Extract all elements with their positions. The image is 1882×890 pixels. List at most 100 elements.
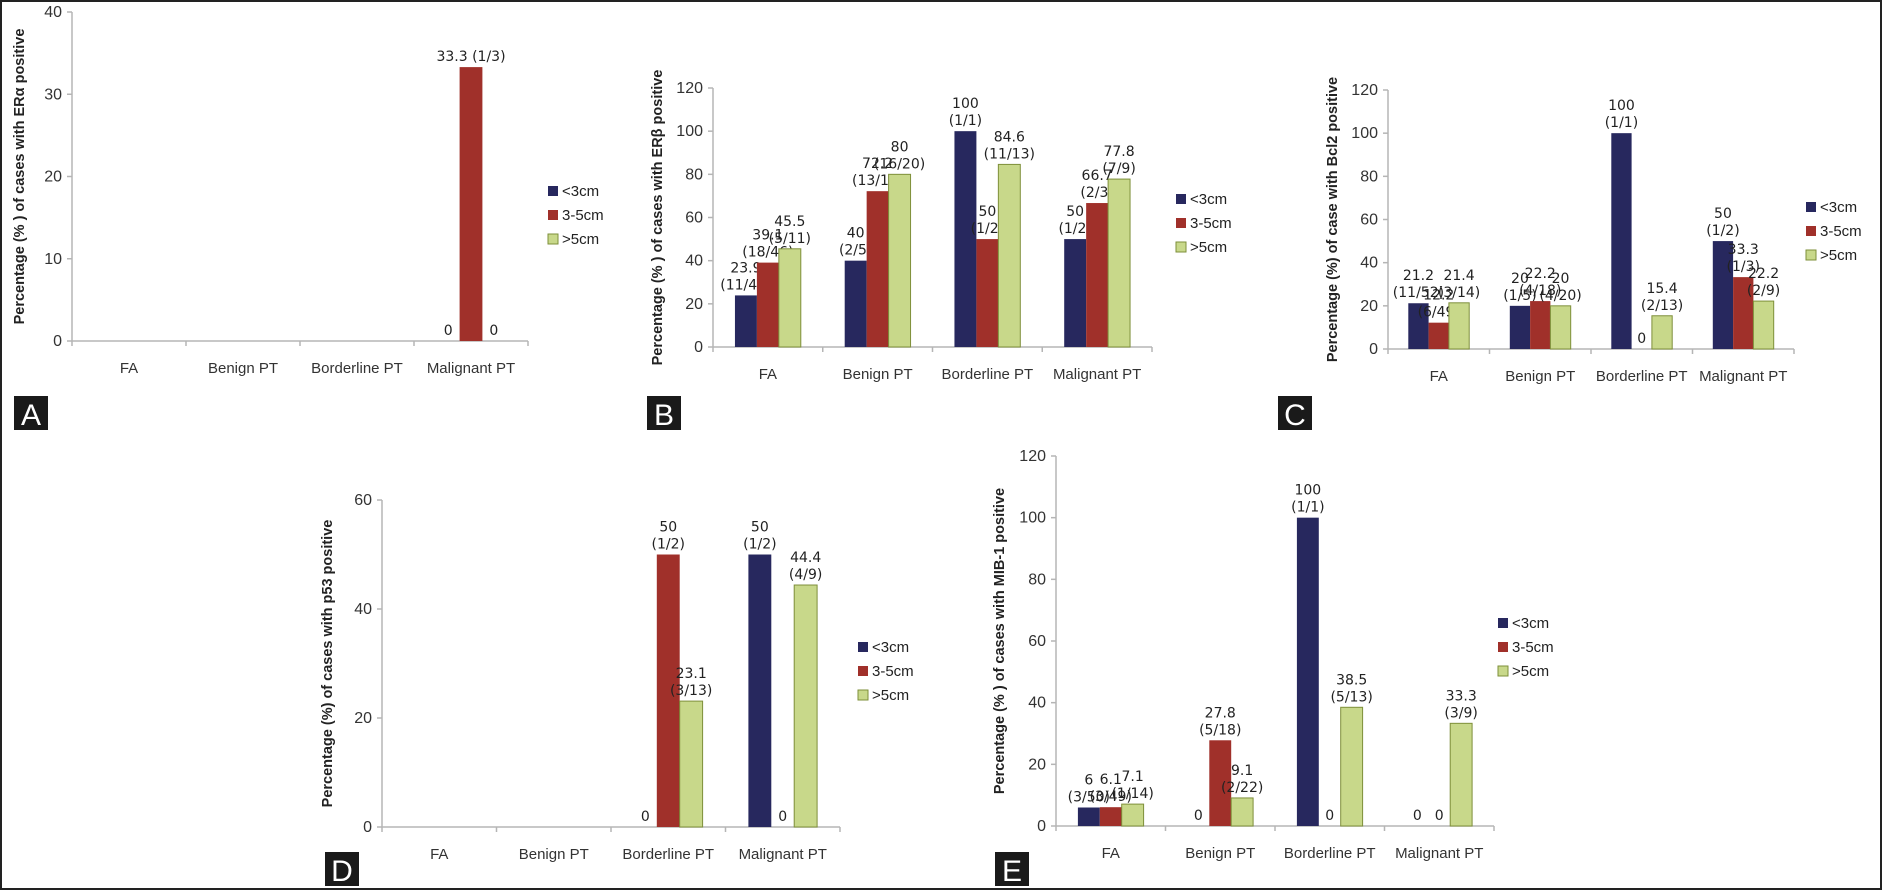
legend-label: >5cm <box>562 231 599 248</box>
legend-label: >5cm <box>1190 239 1227 256</box>
data-label: (2/3) <box>1080 185 1113 201</box>
y-tick-label: 40 <box>1360 255 1378 272</box>
data-label: 9.1 <box>1231 763 1253 779</box>
data-label: (1/2) <box>1706 223 1739 239</box>
y-tick-label: 60 <box>1360 212 1378 229</box>
legend-swatch <box>858 666 868 676</box>
data-label: (16/20) <box>874 156 925 172</box>
panel-tag <box>1278 396 1312 430</box>
data-label: (3/50) <box>1068 790 1110 806</box>
x-tick-label: FA <box>1430 368 1448 385</box>
data-label: (4/9) <box>789 567 822 583</box>
chart-panel-c: 0 20 40 60 80 100 120 Percentage (%) of case wi… <box>1278 77 1862 432</box>
bar-b-35cm-0 <box>756 262 779 347</box>
data-label: (4/18) <box>1519 283 1561 299</box>
data-label: 38.5 <box>1336 672 1367 688</box>
x-tick-label: Malignant PT <box>739 846 827 863</box>
data-label: 12.2 <box>1423 288 1454 304</box>
x-tick-label: FA <box>759 366 777 383</box>
y-axis-title: Percentage (% ) of cases with ERβ positi… <box>650 70 666 366</box>
y-tick-label: 40 <box>44 4 62 21</box>
panel-tag-letter: A <box>21 399 41 432</box>
data-label: (11/52) <box>1393 285 1444 301</box>
legend-swatch <box>1498 618 1508 628</box>
legend-label: <3cm <box>1820 199 1857 216</box>
data-label: (1/14) <box>1111 786 1153 802</box>
data-label: 23.9 <box>730 260 761 276</box>
bar-e-5cm-0 <box>1121 803 1145 827</box>
bar-b-3cm-0 <box>734 295 757 347</box>
y-tick-label: 30 <box>44 86 62 103</box>
data-label: 20 <box>1552 271 1570 287</box>
legend-swatch <box>1498 642 1508 652</box>
data-label: 7.1 <box>1122 769 1144 785</box>
panel-tag-letter: E <box>1002 855 1022 888</box>
bar-c-3cm-3 <box>1712 241 1734 349</box>
data-label: 80 <box>891 139 909 155</box>
chart-panel-a: 0 10 20 30 40 Percentage (% ) of cases with E… <box>12 4 604 432</box>
panel-tag-letter: B <box>654 399 674 432</box>
data-label: 66.7 <box>1082 168 1113 184</box>
bar-b-5cm-1 <box>888 173 912 348</box>
y-tick-label: 120 <box>1351 82 1378 99</box>
y-tick-label: 0 <box>1369 341 1378 358</box>
bar-b-3cm-3 <box>1064 239 1087 347</box>
y-tick-label: 100 <box>1351 125 1378 142</box>
x-tick-label: Benign PT <box>843 366 913 383</box>
bar-e-35cm-1 <box>1209 740 1232 826</box>
legend-swatch <box>1497 665 1509 677</box>
data-label: 0 <box>778 809 787 825</box>
bar-c-3cm-1 <box>1509 305 1531 349</box>
y-tick-label: 40 <box>354 601 372 618</box>
legend-label: 3-5cm <box>1512 639 1554 656</box>
data-label: 84.6 <box>994 129 1025 145</box>
bar-c-3cm-0 <box>1408 303 1429 349</box>
data-label: 39.1 <box>752 228 783 244</box>
data-label: 50 <box>751 520 769 536</box>
y-tick-label: 0 <box>53 333 62 350</box>
y-tick-label: 100 <box>676 123 703 140</box>
x-tick-label: Borderline PT <box>1284 845 1376 862</box>
panel-tag-letter: D <box>331 855 353 888</box>
bar-e-5cm-3 <box>1449 722 1473 827</box>
legend-label: 3-5cm <box>562 207 604 224</box>
data-label: (7/9) <box>1102 161 1135 177</box>
y-tick-label: 40 <box>1028 695 1046 712</box>
data-label: (1/2) <box>652 537 685 553</box>
bar-b-35cm-2 <box>976 239 999 347</box>
data-label: (2/13) <box>1641 298 1683 314</box>
legend-swatch <box>1806 202 1816 212</box>
bar-b-3cm-2 <box>954 131 977 347</box>
data-label: (5/13) <box>1330 689 1372 705</box>
bar-d-3cm-3 <box>748 554 772 827</box>
bar-d-5cm-3 <box>793 584 818 828</box>
data-label: 33.3 <box>1446 688 1477 704</box>
data-label: 50 <box>1066 204 1084 220</box>
x-tick-label: Malignant PT <box>427 360 515 377</box>
data-label: 0 <box>444 323 453 339</box>
bar-e-5cm-2 <box>1340 706 1364 827</box>
y-tick-label: 20 <box>1360 298 1378 315</box>
legend-label: >5cm <box>872 687 909 704</box>
x-tick-label: FA <box>120 360 138 377</box>
y-tick-label: 60 <box>354 492 372 509</box>
legend-label: 3-5cm <box>1820 223 1862 240</box>
data-label: 77.8 <box>1103 144 1134 160</box>
bar-b-5cm-3 <box>1107 178 1131 348</box>
data-label: 22.2 <box>1525 266 1556 282</box>
bar-e-5cm-1 <box>1230 797 1254 827</box>
panel-tag <box>14 396 48 430</box>
legend-swatch <box>1806 226 1816 236</box>
bar-b-5cm-2 <box>997 163 1021 348</box>
y-tick-label: 0 <box>1037 818 1046 835</box>
bar-c-5cm-3 <box>1752 300 1775 350</box>
x-tick-label: Malignant PT <box>1699 368 1787 385</box>
legend-swatch <box>858 642 868 652</box>
y-tick-label: 20 <box>44 169 62 186</box>
legend-swatch <box>548 186 558 196</box>
y-tick-label: 100 <box>1019 510 1046 527</box>
y-tick-label: 120 <box>1019 448 1046 465</box>
y-tick-label: 80 <box>1360 168 1378 185</box>
